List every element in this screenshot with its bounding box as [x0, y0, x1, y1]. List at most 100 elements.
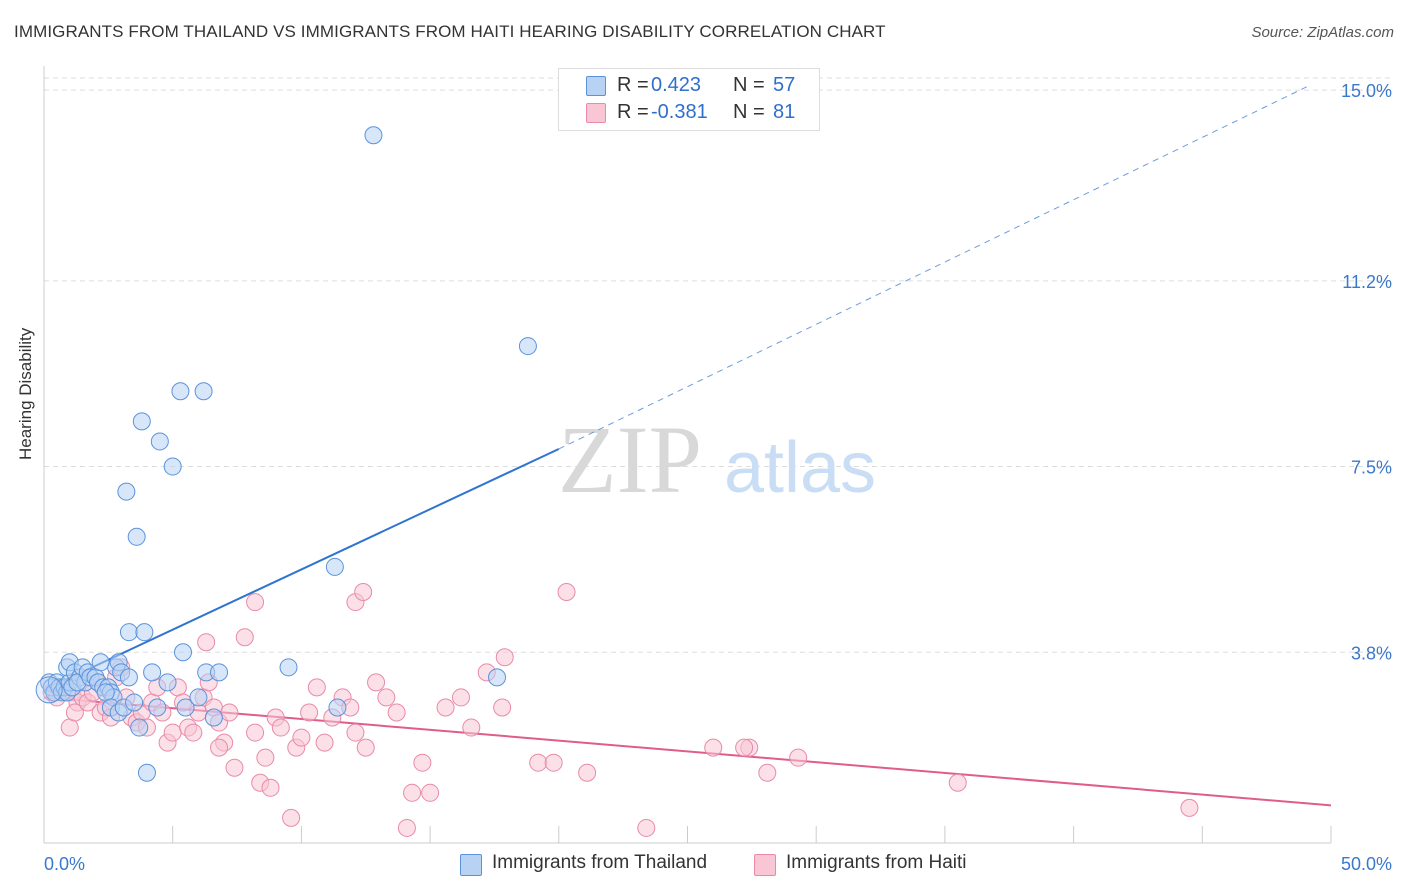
haiti-n-value: 81	[773, 101, 796, 123]
haiti-point	[163, 723, 182, 742]
axes	[43, 66, 1332, 844]
x-tick-label: 0.0%	[44, 854, 85, 874]
thailand-point	[135, 623, 154, 642]
thailand-point	[176, 698, 195, 717]
thailand-n-label: N =	[733, 74, 765, 96]
x-tick-label: 50.0%	[1341, 854, 1392, 874]
haiti-point	[235, 628, 254, 647]
watermark-zip: ZIP	[558, 406, 702, 513]
haiti-point	[367, 673, 386, 692]
haiti-point	[493, 698, 512, 717]
haiti-point	[735, 738, 754, 757]
thailand-point	[119, 623, 138, 642]
watermark: ZIP atlas	[558, 406, 876, 513]
haiti-point	[197, 633, 216, 652]
haiti-point	[397, 818, 416, 837]
haiti-point	[387, 703, 406, 722]
haiti-point	[704, 738, 723, 757]
thailand-cluster-point	[35, 676, 63, 704]
thailand-point	[91, 653, 110, 672]
stats-box: R = 0.423 N = 57 R = -0.381 N = 81	[558, 68, 820, 131]
haiti-point	[578, 763, 597, 782]
thailand-point	[130, 718, 149, 737]
thailand-point	[148, 698, 167, 717]
source-label: Source: ZipAtlas.com	[1251, 24, 1394, 41]
thailand-trend-extension	[558, 84, 1311, 450]
thailand-point	[518, 337, 537, 356]
watermark-atlas: atlas	[724, 428, 876, 508]
haiti-point	[413, 753, 432, 772]
thailand-point	[150, 432, 169, 451]
haiti-point	[495, 648, 514, 667]
tick-labels: 3.8% 7.5% 11.2% 15.0% 0.0% 50.0%	[44, 81, 1392, 874]
haiti-point	[65, 703, 84, 722]
thailand-swatch	[586, 76, 606, 96]
thailand-point	[364, 126, 383, 145]
haiti-point	[421, 783, 440, 802]
legend-thailand-label: Immigrants from Thailand	[492, 852, 708, 873]
haiti-point	[184, 723, 203, 742]
thailand-point	[189, 688, 208, 707]
thailand-point	[171, 382, 190, 401]
haiti-point	[557, 583, 576, 602]
thailand-n-value: 57	[773, 74, 796, 96]
haiti-point	[346, 723, 365, 742]
haiti-point	[307, 678, 326, 697]
haiti-point	[403, 783, 422, 802]
haiti-point	[246, 723, 265, 742]
haiti-swatch	[586, 103, 606, 123]
thailand-point	[143, 663, 162, 682]
haiti-point	[261, 778, 280, 797]
thailand-point	[194, 382, 213, 401]
thailand-point	[96, 683, 115, 702]
haiti-point	[451, 688, 470, 707]
haiti-point	[356, 738, 375, 757]
chart-title: IMMIGRANTS FROM THAILAND VS IMMIGRANTS F…	[14, 22, 886, 41]
y-axis-label: Hearing Disability	[16, 327, 35, 460]
haiti-point	[220, 703, 239, 722]
haiti-point	[256, 748, 275, 767]
legend-haiti-swatch	[754, 854, 776, 876]
legend-haiti-label: Immigrants from Haiti	[786, 852, 967, 873]
haiti-point	[1180, 798, 1199, 817]
haiti-point	[300, 703, 319, 722]
grid-lines	[44, 77, 1392, 653]
haiti-point	[246, 593, 265, 612]
haiti-point	[529, 753, 548, 772]
y-tick-label: 15.0%	[1341, 81, 1392, 101]
thailand-point	[127, 527, 146, 546]
thailand-point	[117, 482, 136, 501]
haiti-point	[210, 738, 229, 757]
haiti-point	[948, 773, 967, 792]
haiti-point	[225, 758, 244, 777]
thailand-points	[35, 126, 537, 782]
haiti-point	[60, 718, 79, 737]
thailand-r-label: R =	[617, 74, 649, 96]
thailand-point	[173, 643, 192, 662]
legend-thailand-swatch	[460, 854, 482, 876]
haiti-trend-line	[43, 696, 1332, 807]
thailand-point	[125, 693, 144, 712]
haiti-point	[271, 718, 290, 737]
haiti-point	[292, 728, 311, 747]
haiti-r-label: R =	[617, 101, 649, 123]
thailand-point	[328, 698, 347, 717]
legend-item-thailand[interactable]: Immigrants from Thailand	[460, 852, 740, 876]
trend-lines	[43, 84, 1332, 807]
haiti-point	[377, 688, 396, 707]
thailand-point	[204, 708, 223, 727]
thailand-point	[132, 412, 151, 431]
y-tick-label: 7.5%	[1351, 458, 1392, 478]
stats-row-haiti: R = -0.381 N = 81	[559, 100, 819, 126]
thailand-point	[488, 668, 507, 687]
haiti-point	[462, 718, 481, 737]
haiti-n-label: N =	[733, 101, 765, 123]
thailand-r-value: 0.423	[651, 74, 702, 96]
haiti-point	[758, 763, 777, 782]
thailand-point	[119, 668, 138, 687]
thailand-trend-line	[43, 448, 560, 691]
haiti-r-value: -0.381	[651, 101, 708, 123]
haiti-point	[637, 818, 656, 837]
legend-item-haiti[interactable]: Immigrants from Haiti	[754, 852, 1014, 876]
